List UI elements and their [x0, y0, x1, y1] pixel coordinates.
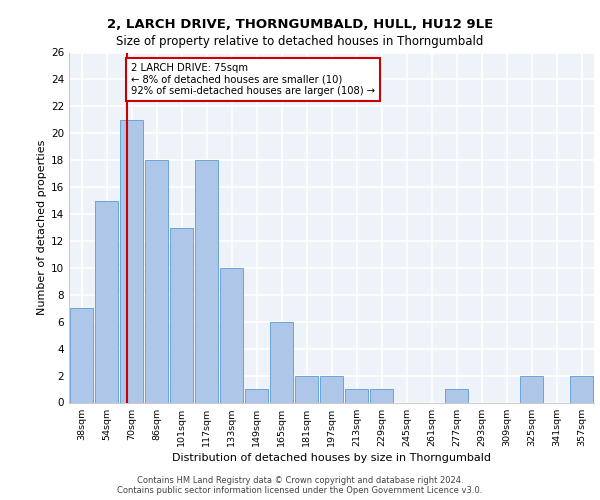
Text: 2, LARCH DRIVE, THORNGUMBALD, HULL, HU12 9LE: 2, LARCH DRIVE, THORNGUMBALD, HULL, HU12… — [107, 18, 493, 30]
Bar — [445, 389, 469, 402]
Text: Size of property relative to detached houses in Thorngumbald: Size of property relative to detached ho… — [116, 35, 484, 48]
Bar — [269, 322, 293, 402]
Bar — [320, 376, 343, 402]
Bar — [520, 376, 544, 402]
Bar — [295, 376, 319, 402]
X-axis label: Distribution of detached houses by size in Thorngumbald: Distribution of detached houses by size … — [172, 453, 491, 463]
Bar — [70, 308, 94, 402]
Bar — [145, 160, 169, 402]
Bar — [569, 376, 593, 402]
Bar — [95, 200, 118, 402]
Text: Contains public sector information licensed under the Open Government Licence v3: Contains public sector information licen… — [118, 486, 482, 495]
Text: 2 LARCH DRIVE: 75sqm
← 8% of detached houses are smaller (10)
92% of semi-detach: 2 LARCH DRIVE: 75sqm ← 8% of detached ho… — [131, 64, 374, 96]
Bar — [220, 268, 244, 402]
Bar — [344, 389, 368, 402]
Y-axis label: Number of detached properties: Number of detached properties — [37, 140, 47, 315]
Text: Contains HM Land Registry data © Crown copyright and database right 2024.: Contains HM Land Registry data © Crown c… — [137, 476, 463, 485]
Bar — [170, 228, 193, 402]
Bar — [194, 160, 218, 402]
Bar — [245, 389, 268, 402]
Bar — [119, 120, 143, 403]
Bar — [370, 389, 394, 402]
